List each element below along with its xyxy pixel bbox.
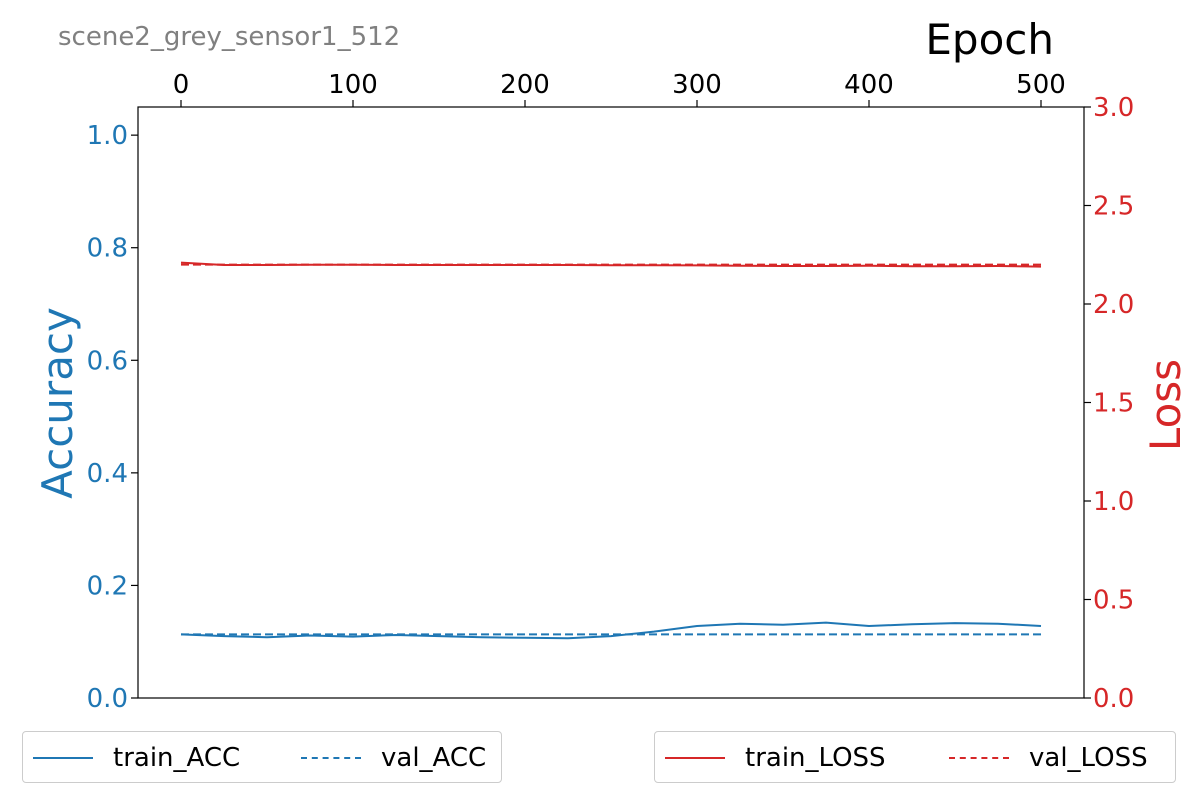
x-tick-label: 100 — [328, 70, 378, 100]
loss-tick-label: 2.0 — [1093, 290, 1134, 320]
loss-tick-label: 0.0 — [1093, 684, 1134, 714]
legend-entry-train-acc: train_ACC — [33, 732, 240, 784]
legend-label-val-loss: val_LOSS — [1029, 743, 1148, 773]
legend-label-val-acc: val_ACC — [381, 743, 487, 773]
legend-entry-train-loss: train_LOSS — [665, 732, 886, 784]
x-tick-label: 0 — [173, 70, 190, 100]
legend-swatch-val-loss — [949, 757, 1009, 759]
series-layer — [180, 261, 1042, 640]
legend-entry-val-loss: val_LOSS — [949, 732, 1148, 784]
accuracy-tick-label: 0.6 — [87, 346, 128, 376]
legend-swatch-train-loss — [665, 757, 725, 759]
accuracy-tick-label: 0.8 — [87, 234, 128, 264]
legend-label-train-acc: train_ACC — [113, 743, 241, 773]
loss-tick-label: 3.0 — [1093, 93, 1134, 123]
x-tick-label: 300 — [672, 70, 722, 100]
accuracy-axis-ticks: 0.0 0.2 0.4 0.6 0.8 1.0 — [87, 121, 138, 714]
legend-label-train-loss: train_LOSS — [745, 743, 886, 773]
accuracy-tick-label: 0.0 — [87, 684, 128, 714]
chart-title: scene2_grey_sensor1_512 — [58, 22, 400, 52]
x-tick-label: 400 — [844, 70, 894, 100]
loss-tick-label: 2.5 — [1093, 192, 1134, 222]
x-tick-label: 500 — [1016, 70, 1066, 100]
x-axis-label: Epoch — [925, 15, 1054, 64]
accuracy-axis-label: Accuracy — [33, 307, 82, 499]
legend-accuracy: train_ACC val_ACC — [22, 731, 502, 783]
legend-swatch-val-acc — [301, 757, 361, 759]
x-axis-ticks: 0 100 200 300 400 500 — [173, 70, 1066, 107]
plot-area — [137, 106, 1085, 699]
legend-swatch-train-acc — [33, 757, 93, 759]
loss-tick-label: 1.0 — [1093, 487, 1134, 517]
legend-entry-val-acc: val_ACC — [301, 732, 486, 784]
series-line-train-acc — [180, 621, 1042, 640]
loss-axis-ticks: 0.0 0.5 1.0 1.5 2.0 2.5 3.0 — [1084, 93, 1134, 714]
loss-tick-label: 0.5 — [1093, 586, 1134, 616]
loss-tick-label: 1.5 — [1093, 389, 1134, 419]
series-line-train-loss — [180, 261, 1042, 268]
accuracy-tick-label: 0.4 — [87, 459, 128, 489]
x-tick-label: 200 — [500, 70, 550, 100]
accuracy-tick-label: 0.2 — [87, 571, 128, 601]
accuracy-tick-label: 1.0 — [87, 121, 128, 151]
legend-loss: train_LOSS val_LOSS — [654, 731, 1176, 783]
loss-axis-label: Loss — [1141, 359, 1190, 451]
